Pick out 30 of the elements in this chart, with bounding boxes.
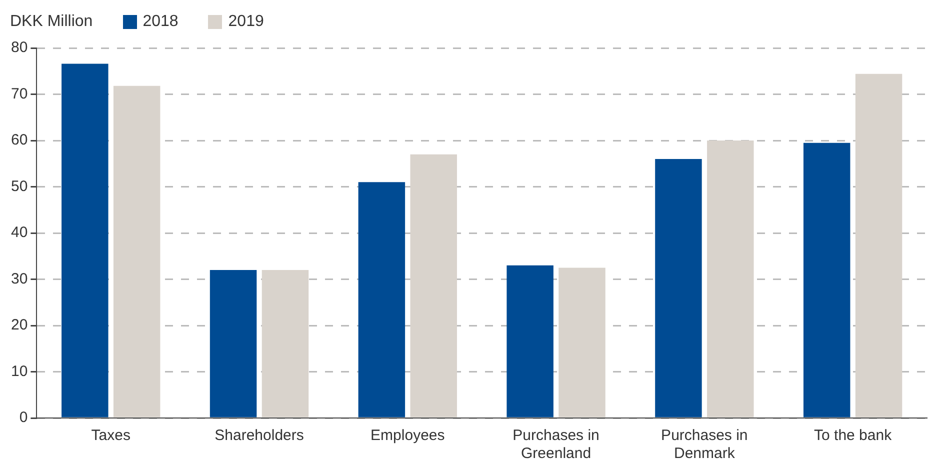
x-tick-label: Purchases in Greenland [512,427,600,462]
x-tick-label: Shareholders [214,427,304,444]
x-tick-label: Employees [370,427,445,444]
bar [113,86,160,418]
y-tick-label: 40 [10,224,28,242]
legend-label: 2019 [228,13,264,31]
bar [210,270,257,418]
bar [358,182,406,418]
legend-label: 2018 [142,13,178,31]
x-tick-label: Taxes [91,427,130,444]
bar [707,140,754,418]
bar [855,74,902,418]
y-tick-label: 10 [10,362,28,380]
x-tick-label: To the bank [814,427,892,444]
bar [558,268,606,418]
y-tick-label: 0 [19,409,28,426]
bar [506,265,554,418]
bar [655,159,702,418]
x-tick-label: Purchases in Denmark [661,427,748,462]
bar [803,142,850,418]
bar [410,154,457,418]
y-tick-label: 60 [10,132,28,149]
bar [62,64,108,418]
y-tick-label: 80 [10,39,28,56]
y-tick-label: 70 [10,85,28,102]
bar [262,270,309,418]
y-tick-label: 20 [10,316,28,334]
y-tick-label: 30 [10,270,28,288]
y-tick-label: 50 [10,178,28,195]
y-axis-title: DKK Million [10,13,93,31]
